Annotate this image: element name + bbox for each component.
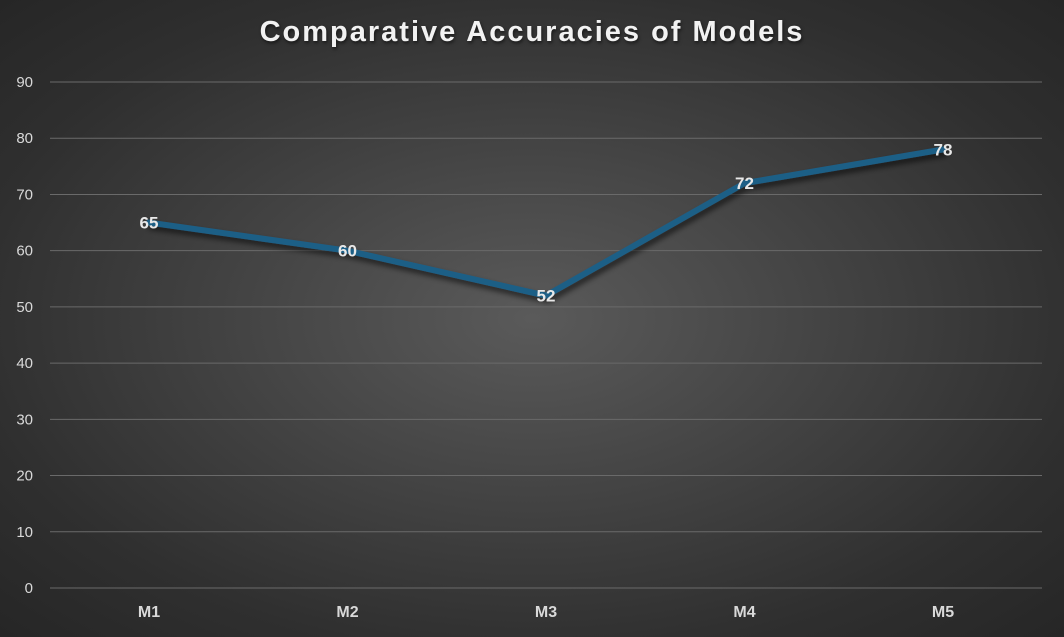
series-line-group xyxy=(146,146,946,299)
x-category-label: M5 xyxy=(932,604,954,621)
data-point xyxy=(940,146,946,152)
y-tick-label: 90 xyxy=(16,74,33,91)
data-label: 78 xyxy=(934,140,953,159)
series-line xyxy=(146,146,946,299)
y-tick-label: 60 xyxy=(16,243,33,260)
y-tick-label: 70 xyxy=(16,186,33,203)
chart-title: Comparative Accuracies of Models xyxy=(259,16,805,48)
data-point xyxy=(742,180,747,186)
data-point xyxy=(345,248,350,254)
y-tick-label: 50 xyxy=(16,299,33,316)
data-point xyxy=(543,293,549,299)
y-tick-label: 0 xyxy=(25,580,33,597)
data-point xyxy=(146,220,152,226)
y-tick-label: 20 xyxy=(16,468,33,485)
y-tick-label: 80 xyxy=(16,130,33,147)
data-label: 72 xyxy=(735,174,754,193)
x-category-label: M3 xyxy=(535,604,557,621)
y-axis-tick-labels: 0 10 20 30 40 50 60 70 80 90 xyxy=(16,74,33,597)
data-labels: 65 60 52 72 78 xyxy=(140,140,953,305)
data-label: 52 xyxy=(537,287,556,306)
x-category-label: M1 xyxy=(138,604,160,621)
gridlines xyxy=(50,81,1042,589)
x-category-label: M4 xyxy=(733,604,755,621)
data-label: 60 xyxy=(338,242,357,261)
x-category-label: M2 xyxy=(336,604,358,621)
x-axis-category-labels: M1 M2 M3 M4 M5 xyxy=(138,604,954,621)
y-tick-label: 30 xyxy=(16,411,33,428)
y-tick-label: 40 xyxy=(16,355,33,372)
y-tick-label: 10 xyxy=(16,524,33,541)
data-label: 65 xyxy=(140,214,159,233)
